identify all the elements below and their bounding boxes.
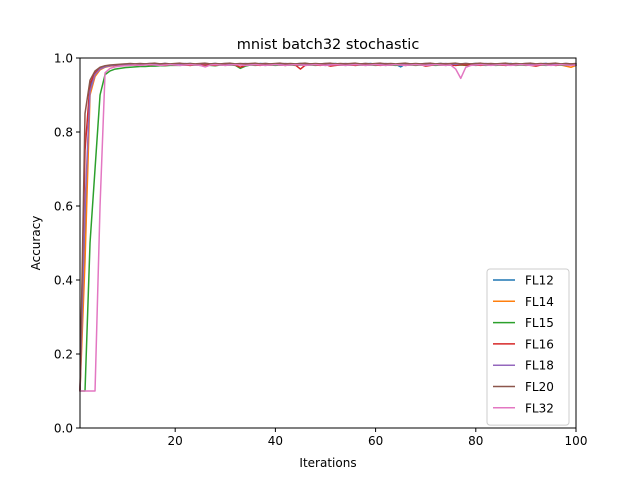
legend-label: FL14 — [525, 295, 554, 309]
x-tick-label: 60 — [368, 434, 383, 448]
y-axis-label: Accuracy — [29, 216, 43, 271]
y-tick-label: 0.6 — [54, 200, 73, 214]
y-tick-label: 0.8 — [54, 126, 73, 140]
x-tick-label: 40 — [268, 434, 283, 448]
chart-title: mnist batch32 stochastic — [237, 37, 420, 53]
legend-label: FL18 — [525, 359, 554, 373]
x-tick-label: 80 — [468, 434, 483, 448]
legend-label: FL20 — [525, 380, 554, 394]
legend-label: FL12 — [525, 274, 554, 288]
plot-frame — [79, 57, 577, 429]
series-line-fl20 — [79, 62, 577, 392]
x-axis: 20 40 60 80 100 — [168, 428, 588, 448]
x-tick-label: 20 — [168, 434, 183, 448]
y-axis: 0.0 0.2 0.4 0.6 0.8 1.0 — [54, 52, 80, 436]
y-tick-label: 0.0 — [54, 422, 73, 436]
y-tick-label: 1.0 — [54, 52, 73, 66]
legend-label: FL32 — [525, 401, 554, 415]
x-tick-label: 100 — [565, 434, 588, 448]
legend: FL12 FL14 FL15 FL16 FL18 FL20 FL32 — [486, 268, 570, 426]
legend-label: FL15 — [525, 316, 554, 330]
y-tick-label: 0.2 — [54, 348, 73, 362]
series-line-fl32 — [79, 63, 577, 392]
y-tick-label: 0.4 — [54, 274, 73, 288]
x-axis-label: Iterations — [299, 456, 356, 470]
series-layer — [79, 62, 577, 392]
legend-label: FL16 — [525, 337, 554, 351]
